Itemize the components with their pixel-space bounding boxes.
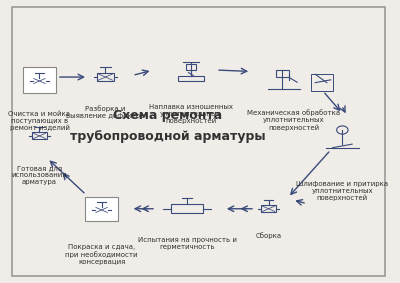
Text: Схема ремонта: Схема ремонта: [113, 109, 222, 122]
Text: Наплавка изношенных
уплотнительных
поверхностей: Наплавка изношенных уплотнительных повер…: [149, 104, 233, 124]
Bar: [23, 67, 56, 93]
FancyBboxPatch shape: [12, 7, 385, 276]
Bar: [311, 74, 333, 91]
Text: Очистка и мойка
поступающих в
ремонт изделий: Очистка и мойка поступающих в ремонт изд…: [8, 111, 70, 131]
Text: Механическая обработка
уплотнительных
поверхностей: Механическая обработка уплотнительных по…: [247, 109, 340, 131]
Text: Покраска и сдача,
при необходимости
консервация: Покраска и сдача, при необходимости конс…: [65, 244, 138, 265]
Text: Испытания на прочность и
герметичность: Испытания на прочность и герметичность: [138, 237, 236, 250]
Bar: [276, 70, 289, 78]
Text: трубопроводной арматуры: трубопроводной арматуры: [70, 130, 266, 143]
Text: Готовая для
использования
арматура: Готовая для использования арматура: [12, 165, 67, 185]
Bar: [261, 205, 276, 212]
Bar: [85, 197, 118, 220]
Bar: [32, 132, 47, 140]
Bar: [186, 65, 196, 70]
Bar: [32, 78, 46, 84]
Bar: [171, 204, 203, 213]
Bar: [95, 207, 108, 213]
Bar: [97, 73, 114, 81]
Text: Шлифование и притирка
уплотнительных
поверхностей: Шлифование и притирка уплотнительных пов…: [296, 181, 388, 201]
Text: Сборка: Сборка: [256, 233, 282, 239]
Text: Разборка и
выявление дефектов: Разборка и выявление дефектов: [66, 105, 144, 119]
Bar: [178, 76, 204, 81]
